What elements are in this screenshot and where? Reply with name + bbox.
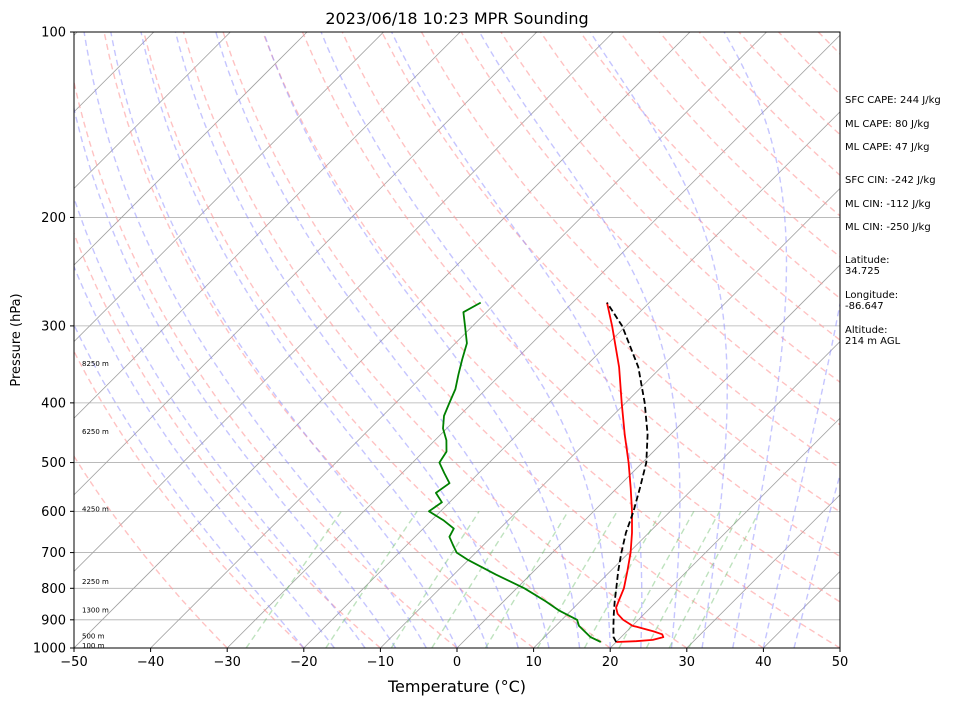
ml-cape-label-1: ML CAPE: 80 J/kg bbox=[845, 119, 929, 130]
mixing-ratio-line bbox=[689, 511, 760, 648]
x-tick-label: 0 bbox=[453, 655, 461, 670]
x-tick-label: 50 bbox=[832, 655, 849, 670]
y-tick-label: 600 bbox=[41, 505, 66, 520]
y-tick-label: 100 bbox=[41, 26, 66, 41]
x-tick-label: −10 bbox=[367, 655, 394, 670]
mixing-ratio-line bbox=[486, 511, 569, 648]
x-tick-label: −50 bbox=[60, 655, 87, 670]
x-tick-label: 10 bbox=[525, 655, 542, 670]
dry-adiabat bbox=[144, 32, 610, 648]
dry-adiabat bbox=[104, 32, 533, 648]
height-label: 1300 m bbox=[82, 607, 109, 615]
x-axis-label: Temperature (°C) bbox=[387, 677, 526, 696]
isotherm-line bbox=[0, 32, 460, 648]
isotherm-line bbox=[304, 32, 920, 648]
isotherm-line bbox=[0, 32, 613, 648]
y-tick-label: 700 bbox=[41, 546, 66, 561]
isotherm-line bbox=[0, 32, 1, 648]
isotherm-line bbox=[227, 32, 843, 648]
x-tick-label: 20 bbox=[602, 655, 619, 670]
dry-adiabat bbox=[263, 32, 840, 648]
moist-adiabat bbox=[392, 32, 642, 648]
height-label: 4250 m bbox=[82, 506, 109, 514]
y-tick-label: 800 bbox=[41, 582, 66, 597]
longitude-label: Longitude: -86.647 bbox=[845, 290, 898, 312]
parcel-profile bbox=[607, 303, 648, 642]
mixing-ratio-line bbox=[246, 511, 341, 648]
background-lines bbox=[0, 32, 961, 648]
x-tick-label: −20 bbox=[290, 655, 317, 670]
y-tick-label: 500 bbox=[41, 456, 66, 471]
y-tick-label: 200 bbox=[41, 211, 66, 226]
sfc-cin-label: SFC CIN: -242 J/kg bbox=[845, 175, 936, 186]
mixing-ratio-line bbox=[326, 511, 417, 648]
mixing-ratio-line bbox=[585, 511, 662, 648]
y-tick-label: 900 bbox=[41, 613, 66, 628]
moist-adiabat bbox=[84, 32, 426, 648]
height-label: 6250 m bbox=[82, 428, 109, 436]
ml-cin-label-2: ML CIN: -250 J/kg bbox=[845, 222, 931, 233]
dewpoint-profile bbox=[429, 303, 601, 642]
chart-title: 2023/06/18 10:23 MPR Sounding bbox=[325, 9, 588, 28]
moist-adiabat bbox=[60, 32, 396, 648]
y-tick-label: 300 bbox=[41, 319, 66, 334]
x-tick-label: −30 bbox=[213, 655, 240, 670]
plot-frame bbox=[74, 32, 840, 648]
x-tick-label: −40 bbox=[137, 655, 164, 670]
ml-cape-label-2: ML CAPE: 47 J/kg bbox=[845, 142, 929, 153]
height-label: 100 m bbox=[82, 642, 105, 650]
moist-adiabat bbox=[38, 32, 365, 648]
dry-adiabat bbox=[223, 32, 763, 648]
moist-adiabat bbox=[724, 32, 786, 648]
dry-adiabat bbox=[0, 32, 227, 648]
latitude-label: Latitude: 34.725 bbox=[845, 255, 890, 277]
y-tick-label: 1000 bbox=[33, 642, 66, 657]
altitude-label: Altitude: 214 m AGL bbox=[845, 325, 900, 347]
y-tick-label: 400 bbox=[41, 396, 66, 411]
sfc-cape-label: SFC CAPE: 244 J/kg bbox=[845, 95, 941, 106]
isotherm-line bbox=[0, 32, 230, 648]
ml-cin-label-1: ML CIN: -112 J/kg bbox=[845, 199, 931, 210]
height-label: 2250 m bbox=[82, 578, 109, 586]
x-tick-label: 40 bbox=[755, 655, 772, 670]
height-label: 500 m bbox=[82, 633, 105, 641]
height-label: 8250 m bbox=[82, 360, 109, 368]
y-axis-label: Pressure (hPa) bbox=[9, 293, 24, 386]
mixing-ratio-line bbox=[391, 511, 479, 648]
x-tick-label: 30 bbox=[679, 655, 696, 670]
